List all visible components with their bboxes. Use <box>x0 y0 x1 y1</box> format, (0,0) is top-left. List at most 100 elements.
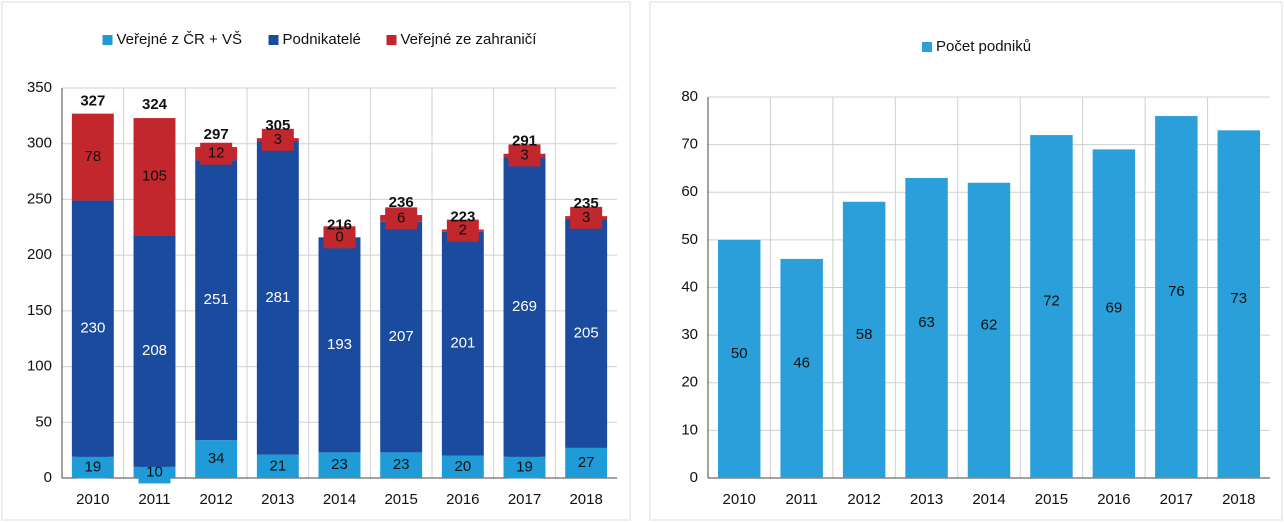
label-box <box>138 461 171 484</box>
value-label: 281 <box>265 289 290 306</box>
label-box <box>323 226 356 249</box>
bar <box>71 200 114 457</box>
value-label: 23 <box>331 456 348 473</box>
label-box <box>385 207 418 230</box>
value-label: 78 <box>84 148 101 165</box>
label-box <box>570 206 603 229</box>
y-tick-label: 30 <box>681 326 698 343</box>
value-label: 0 <box>335 228 343 245</box>
x-tick-label: 2016 <box>446 491 479 508</box>
y-tick-label: 0 <box>690 469 698 486</box>
value-label: 207 <box>389 328 414 345</box>
legend-label: Podnikatelé <box>283 31 361 48</box>
value-label: 21 <box>269 457 286 474</box>
value-label: 193 <box>327 336 352 353</box>
x-tick-label: 2015 <box>1035 491 1068 508</box>
value-label: 19 <box>516 458 533 475</box>
label-box <box>200 142 233 165</box>
value-label: 23 <box>393 456 410 473</box>
x-tick-label: 2016 <box>1097 491 1130 508</box>
total-label: 305 <box>265 117 290 134</box>
legend-label: Počet podniků <box>936 38 1031 55</box>
value-label: 3 <box>582 209 590 226</box>
total-label: 235 <box>574 195 599 212</box>
value-label: 6 <box>397 209 405 226</box>
value-label: 73 <box>1230 290 1247 307</box>
value-label: 46 <box>793 354 810 371</box>
legend-swatch <box>102 35 113 45</box>
total-label: 297 <box>204 126 229 143</box>
total-label: 324 <box>142 96 168 113</box>
bar <box>967 182 1011 478</box>
y-tick-label: 70 <box>681 136 698 153</box>
x-tick-label: 2015 <box>384 491 417 508</box>
label-box <box>508 456 541 479</box>
value-label: 19 <box>84 458 101 475</box>
value-label: 205 <box>574 325 599 342</box>
y-tick-label: 250 <box>27 190 52 207</box>
y-tick-label: 40 <box>681 278 698 295</box>
x-tick-label: 2010 <box>723 491 756 508</box>
x-tick-label: 2011 <box>138 491 170 508</box>
value-label: 62 <box>981 316 998 333</box>
x-tick-label: 2018 <box>1222 491 1255 508</box>
bar <box>133 235 176 467</box>
label-box <box>76 146 109 169</box>
bar <box>717 239 761 478</box>
bar <box>565 219 608 448</box>
bar <box>842 201 886 478</box>
legend-swatch <box>922 42 932 52</box>
value-label: 76 <box>1168 283 1185 300</box>
total-label: 216 <box>327 216 352 233</box>
value-label: 27 <box>578 454 595 471</box>
y-tick-label: 200 <box>27 246 52 263</box>
legend-label: Veřejné z ČR + VŠ <box>117 31 242 48</box>
value-label: 251 <box>204 291 229 308</box>
y-tick-label: 150 <box>27 302 52 319</box>
total-label: 327 <box>80 93 105 110</box>
value-label: 3 <box>274 131 282 148</box>
value-label: 2 <box>459 222 467 239</box>
x-tick-label: 2011 <box>786 491 818 508</box>
bar <box>905 177 948 478</box>
label-box <box>76 456 109 479</box>
label-box <box>446 455 479 478</box>
label-box <box>323 454 356 477</box>
x-tick-label: 2013 <box>261 491 294 508</box>
x-tick-label: 2012 <box>199 491 232 508</box>
value-label: 63 <box>918 314 935 331</box>
value-label: 12 <box>208 145 225 162</box>
x-tick-label: 2018 <box>569 491 602 508</box>
bar <box>380 221 423 453</box>
y-tick-label: 80 <box>681 88 698 105</box>
y-tick-label: 20 <box>681 374 698 391</box>
x-tick-label: 2014 <box>972 491 1005 508</box>
label-box <box>261 128 294 151</box>
value-label: 69 <box>1106 300 1123 317</box>
y-tick-label: 50 <box>35 413 52 430</box>
label-box <box>138 165 171 188</box>
value-label: 208 <box>142 342 167 359</box>
value-label: 3 <box>520 146 528 163</box>
x-tick-label: 2017 <box>1160 491 1193 508</box>
value-label: 72 <box>1043 293 1060 310</box>
label-box <box>385 454 418 477</box>
label-box <box>446 219 479 242</box>
legend-swatch <box>386 35 397 45</box>
x-tick-label: 2014 <box>323 491 356 508</box>
value-label: 230 <box>80 320 105 337</box>
bar <box>1030 135 1073 478</box>
label-box <box>261 455 294 478</box>
bar <box>780 258 823 478</box>
y-tick-label: 0 <box>44 469 52 486</box>
total-label: 236 <box>389 194 414 211</box>
y-tick-label: 10 <box>681 421 698 438</box>
x-tick-label: 2012 <box>847 491 880 508</box>
bar <box>503 157 546 457</box>
x-tick-label: 2017 <box>508 491 541 508</box>
bar <box>318 237 361 453</box>
value-label: 20 <box>454 458 471 475</box>
y-tick-label: 300 <box>27 135 52 152</box>
bar <box>1217 130 1261 478</box>
